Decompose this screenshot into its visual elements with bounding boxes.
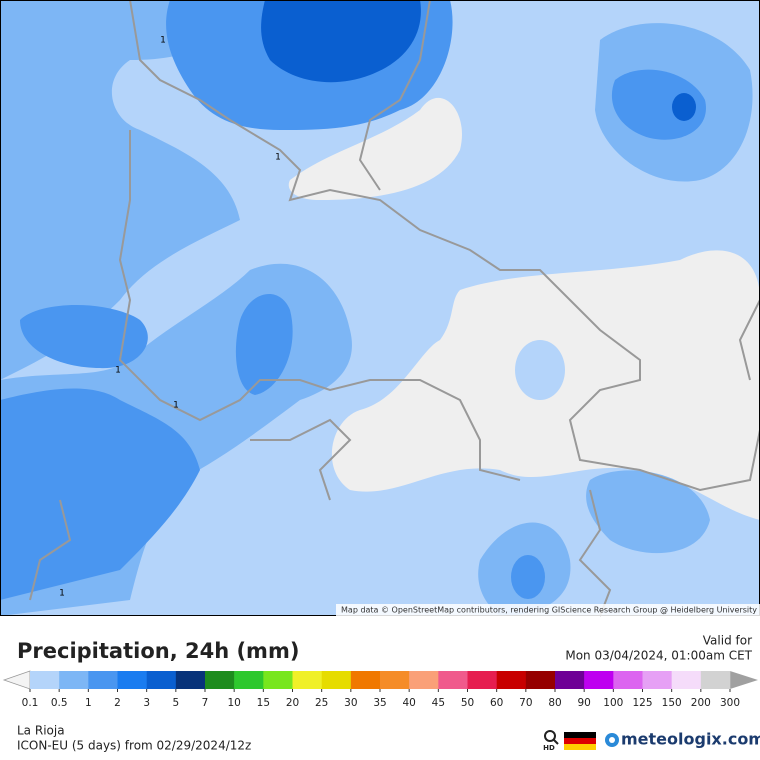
precipitation-map: Map data © OpenStreetMap contributors, r… [0,0,760,617]
legend-swatch [613,671,643,689]
over-arrow [730,671,758,689]
legend-swatch [438,671,468,689]
contour-labels: 1 1 1 1 1 [59,36,281,599]
legend-swatch [292,671,322,689]
model-run: ICON-EU (5 days) from 02/29/2024/12z [17,739,251,753]
hd-label: HD [543,744,555,752]
legend-label: 5 [172,697,179,709]
legend-swatch [321,671,352,689]
legend-label: 45 [432,697,445,709]
valid-label: Valid for [703,634,752,648]
legend-label: 20 [286,697,299,709]
borders [29,0,760,617]
legend-label: 2 [114,697,121,709]
legend-label: 40 [402,697,415,709]
brand-name: meteologix.com [621,730,760,749]
legend-swatch [175,671,206,689]
legend-label: 100 [603,697,623,709]
contour-label: 1 [59,589,65,599]
legend-swatch [700,671,731,689]
contour-label: 1 [173,401,179,411]
legend-swatch [117,671,147,689]
legend-label: 70 [519,697,532,709]
german-flag[interactable] [564,732,596,750]
legend-swatch [555,671,585,689]
legend-swatch [380,671,410,689]
legend-label: 3 [143,697,150,709]
legend-swatch [234,671,264,689]
map-attribution: Map data © OpenStreetMap contributors, r… [341,606,757,615]
brand-logo[interactable]: meteologix.com [605,730,760,749]
legend-label: 25 [315,697,328,709]
legend-swatch [525,671,556,689]
legend-swatch [59,671,89,689]
contour-label: 1 [115,366,121,376]
legend-swatch [88,671,118,689]
legend-label: 1 [85,697,92,709]
legend-label: 30 [344,697,357,709]
legend-swatch [467,671,497,689]
legend-swatch [642,671,672,689]
legend-swatch [30,671,60,689]
valid-time: Mon 03/04/2024, 01:00am CET [565,649,752,663]
under-arrow [2,670,31,690]
legend-swatch [205,671,235,689]
hd-button[interactable]: HD [543,730,559,752]
location: La Rioja [17,724,65,738]
legend-label: 150 [662,697,682,709]
title: Precipitation, 24h (mm) [17,639,299,663]
legend-swatch [496,671,527,689]
legend-label: 10 [227,697,240,709]
legend-label: 80 [548,697,561,709]
legend-label: 7 [202,697,209,709]
legend-label: 35 [373,697,386,709]
legend-label: 90 [577,697,590,709]
legend-label: 60 [490,697,503,709]
legend-swatch [409,671,439,689]
contour-label: 1 [160,36,166,46]
legend-label: 200 [691,697,711,709]
legend-swatch [263,671,293,689]
legend-swatch [350,671,381,689]
legend-swatch [146,671,177,689]
legend-label: 15 [257,697,270,709]
contour-label: 1 [275,153,281,163]
legend-label: 0.5 [51,697,68,709]
legend-label: 50 [461,697,474,709]
legend-swatch [584,671,614,689]
legend-label: 300 [720,697,740,709]
color-legend: 0.1 0.5 1 2 3 5 7 10 15 20 25 30 35 40 45 50 60 70 80 90 100… [2,670,758,709]
legend-label: 0.1 [22,697,39,709]
legend-label: 125 [632,697,652,709]
legend-swatch [671,671,702,689]
